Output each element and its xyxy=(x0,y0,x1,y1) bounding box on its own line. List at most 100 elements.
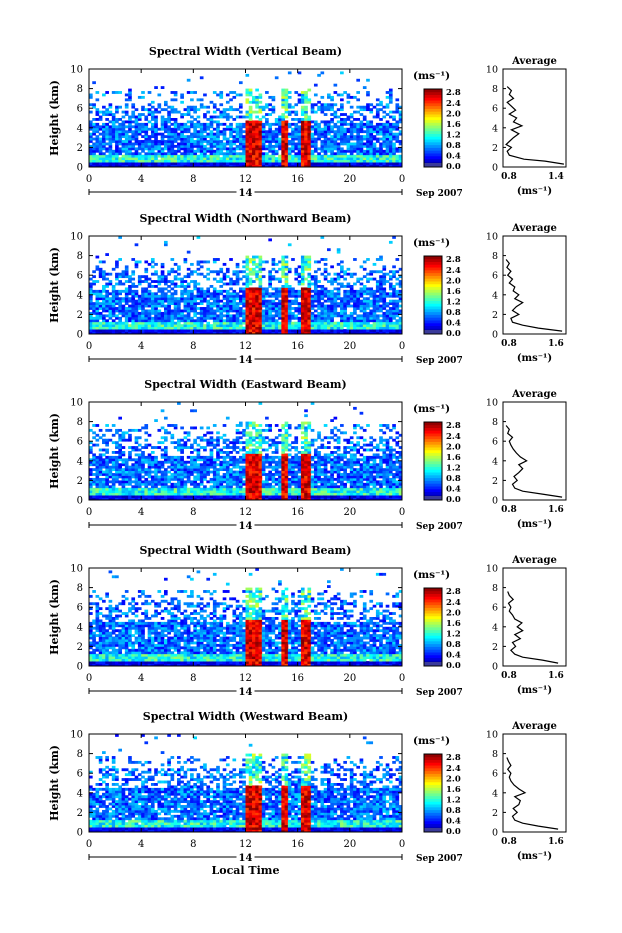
heatmap-cell xyxy=(262,261,266,264)
heatmap-cell xyxy=(275,302,279,305)
heatmap-cell xyxy=(389,312,393,315)
heatmap-cell xyxy=(232,317,236,320)
heatmap-cell xyxy=(200,133,204,136)
heatmap-cell xyxy=(395,310,399,313)
heatmap-cell xyxy=(226,101,230,104)
heatmap-cell xyxy=(379,310,383,313)
heatmap-cell xyxy=(171,458,175,461)
heatmap-cell xyxy=(239,111,243,114)
heatmap-cell xyxy=(105,147,109,150)
heatmap-cell xyxy=(151,302,155,305)
heatmap-cell xyxy=(356,133,360,136)
heatmap-cell xyxy=(118,463,122,466)
heatmap-cell xyxy=(265,287,269,290)
heatmap-cell xyxy=(177,476,181,479)
heatmap-cell xyxy=(99,261,103,264)
heatmap-cell xyxy=(148,310,152,313)
heatmap-cell xyxy=(337,292,341,295)
heatmap-cell xyxy=(343,123,347,126)
heatmap-cell xyxy=(167,111,171,114)
heatmap-cell xyxy=(239,319,243,322)
heatmap-cell xyxy=(187,434,191,437)
heatmap-cell xyxy=(187,439,191,442)
heatmap-cell xyxy=(206,135,210,138)
heatmap-cell xyxy=(154,157,158,160)
heatmap-cell xyxy=(252,319,256,322)
heatmap-cell xyxy=(223,297,227,300)
heatmap-cell xyxy=(265,123,269,126)
heatmap-cell xyxy=(347,147,351,150)
heatmap-cell xyxy=(92,305,96,308)
heatmap-cell xyxy=(174,302,178,305)
heatmap-cell xyxy=(246,263,250,266)
heatmap-cell xyxy=(96,147,100,150)
heatmap-cell xyxy=(112,292,116,295)
heatmap-cell xyxy=(148,285,152,288)
heatmap-cell xyxy=(174,312,178,315)
heatmap-cell xyxy=(118,436,122,439)
heatmap-cell xyxy=(226,302,230,305)
heatmap-cell xyxy=(226,290,230,293)
heatmap-cell xyxy=(219,94,223,97)
heatmap-cell xyxy=(112,310,116,313)
heatmap-cell xyxy=(324,120,328,123)
heatmap-cell xyxy=(171,160,175,163)
heatmap-cell xyxy=(161,461,165,464)
heatmap-cell xyxy=(262,162,266,165)
heatmap-cell xyxy=(317,106,321,109)
heatmap-cell xyxy=(382,322,386,325)
heatmap-cell xyxy=(330,324,334,327)
heatmap-cell xyxy=(226,152,230,155)
heatmap-cell xyxy=(304,135,308,138)
colorbar-tick-label: 2.8 xyxy=(446,255,461,265)
heatmap-cell xyxy=(226,300,230,303)
heatmap-cell xyxy=(180,439,184,442)
heatmap-cell xyxy=(118,322,122,325)
heatmap-cell xyxy=(226,324,230,327)
heatmap-cell xyxy=(171,270,175,273)
heatmap-cell xyxy=(272,147,276,150)
date-label: Sep 2007 xyxy=(416,356,463,366)
heatmap-cell xyxy=(112,327,116,330)
heatmap-cell xyxy=(193,295,197,298)
heatmap-cell xyxy=(180,155,184,158)
heatmap-cell xyxy=(239,307,243,310)
heatmap-cell xyxy=(161,108,165,111)
heatmap-cell xyxy=(307,280,311,283)
heatmap-cell xyxy=(89,150,93,153)
heatmap-cell xyxy=(203,319,207,322)
heatmap-cell xyxy=(246,290,250,293)
heatmap-cell xyxy=(229,152,233,155)
heatmap-cell xyxy=(379,287,383,290)
heatmap-cell xyxy=(109,322,113,325)
heatmap-cell xyxy=(187,152,191,155)
heatmap-cell xyxy=(177,307,181,310)
heatmap-cell xyxy=(99,152,103,155)
heatmap-cell xyxy=(177,297,181,300)
heatmap-cell xyxy=(102,128,106,131)
heatmap-cell xyxy=(369,278,373,281)
heatmap-cell xyxy=(118,493,122,496)
heatmap-cell xyxy=(373,295,377,298)
heatmap-cell xyxy=(112,473,116,476)
heatmap-cell xyxy=(109,292,113,295)
heatmap-cell xyxy=(307,314,311,317)
heatmap-cell xyxy=(206,273,210,276)
heatmap-cell xyxy=(138,300,142,303)
heatmap-cell xyxy=(363,135,367,138)
heatmap-cell xyxy=(301,143,305,146)
heatmap-cell xyxy=(304,91,308,94)
heatmap-cell xyxy=(174,128,178,131)
heatmap-cell xyxy=(281,157,285,160)
heatmap-cell xyxy=(180,473,184,476)
heatmap-cell xyxy=(122,327,126,330)
heatmap-cell xyxy=(171,133,175,136)
heatmap-cell xyxy=(262,324,266,327)
heatmap-cell xyxy=(135,324,139,327)
heatmap-cell xyxy=(232,292,236,295)
heatmap-cell xyxy=(105,461,109,464)
heatmap-cell xyxy=(171,106,175,109)
heatmap-cell xyxy=(347,157,351,160)
heatmap-cell xyxy=(203,116,207,119)
heatmap-cell xyxy=(161,302,165,305)
